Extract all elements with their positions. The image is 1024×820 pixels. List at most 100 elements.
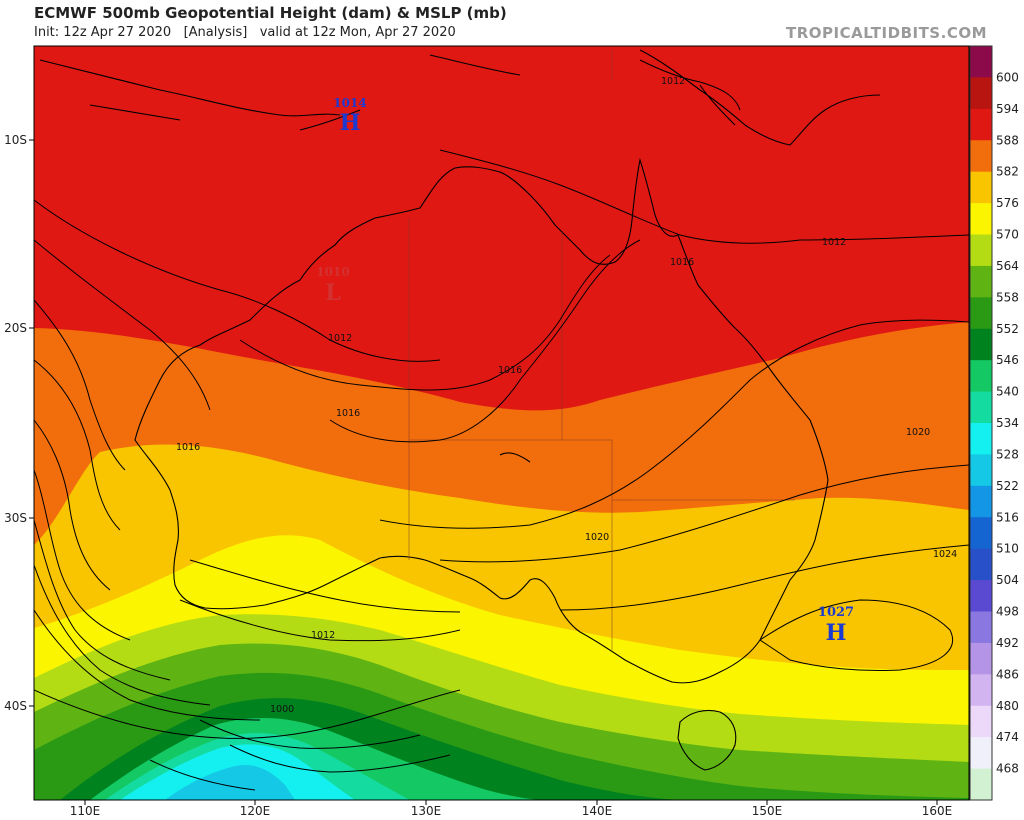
legend-swatch xyxy=(970,140,992,173)
tasmania-coast xyxy=(677,709,737,771)
legend-level-label: 486 xyxy=(996,667,1019,681)
isobar-label: 1012 xyxy=(822,237,846,248)
legend-swatch xyxy=(970,297,992,330)
legend-swatch xyxy=(970,454,992,487)
analysis-tag: [Analysis] xyxy=(183,25,248,40)
legend-level-label: 498 xyxy=(996,605,1019,619)
legend-swatch xyxy=(970,234,992,267)
pressure-type: H xyxy=(826,620,847,646)
isobar-label: 1000 xyxy=(270,704,294,715)
lat-label: 10S xyxy=(4,133,27,147)
legend-level-label: 552 xyxy=(996,322,1019,336)
australia-coast xyxy=(134,157,829,684)
lon-label: 120E xyxy=(240,804,271,818)
legend-level-label: 600 xyxy=(996,70,1019,84)
legend-level-label: 516 xyxy=(996,510,1019,524)
legend-level-label: 570 xyxy=(996,228,1019,242)
legend-swatch xyxy=(970,171,992,204)
high-center-north: 1014 H xyxy=(333,96,366,136)
legend-level-label: 540 xyxy=(996,385,1019,399)
legend-swatch xyxy=(970,768,992,801)
isobar-label: 1020 xyxy=(906,427,930,438)
lon-label: 110E xyxy=(70,804,101,818)
pressure-value: 1027 xyxy=(818,605,854,620)
lat-ticks xyxy=(29,139,34,707)
lon-label: 130E xyxy=(411,804,442,818)
legend-level-label: 522 xyxy=(996,479,1019,493)
legend-swatch xyxy=(970,611,992,644)
legend-level-label: 504 xyxy=(996,573,1019,587)
isobar-label: 1012 xyxy=(311,630,335,641)
pressure-type: L xyxy=(325,280,340,306)
isobar-label: 1016 xyxy=(498,365,522,376)
legend-level-label: 480 xyxy=(996,699,1019,713)
legend-frame xyxy=(969,45,993,801)
low-center: 1010 L xyxy=(316,265,349,306)
lon-labels: 110E 120E 130E 140E 150E 160E xyxy=(70,804,953,818)
lat-label: 40S xyxy=(4,699,27,713)
legend-swatch xyxy=(970,580,992,612)
isobar-label: 1020 xyxy=(585,532,609,543)
init-time: Init: 12z Apr 27 2020 xyxy=(34,25,172,40)
legend-swatch xyxy=(970,517,992,550)
isobars xyxy=(34,59,969,791)
lat-label: 30S xyxy=(4,511,27,525)
pressure-value: 1010 xyxy=(316,265,349,279)
legend-level-label: 558 xyxy=(996,290,1019,304)
isobar-label: 1016 xyxy=(336,408,360,419)
legend-swatch xyxy=(970,328,992,361)
legend-swatch xyxy=(970,737,992,770)
band-522 xyxy=(165,764,295,800)
lon-ticks xyxy=(84,800,938,805)
legend-swatch xyxy=(970,391,992,424)
isobar-labels: 1012 1012 1016 1012 1016 1016 1016 1020 … xyxy=(176,76,957,715)
lon-label: 160E xyxy=(922,804,953,818)
legend-level-label: 582 xyxy=(996,165,1019,179)
map-frame xyxy=(33,45,970,801)
valid-time: valid at 12z Mon, Apr 27 2020 xyxy=(259,25,456,40)
legend-level-label: 510 xyxy=(996,542,1019,556)
legend-swatch xyxy=(970,265,992,298)
lake-eyre xyxy=(499,452,531,463)
legend-level-label: 576 xyxy=(996,196,1019,210)
chart-subtitle: Init: 12z Apr 27 2020 [Analysis] valid a… xyxy=(34,25,456,40)
isobar-label: 1024 xyxy=(933,549,957,560)
legend-swatch xyxy=(970,77,992,110)
isobar-label: 1016 xyxy=(670,257,694,268)
lat-labels: 10S 20S 30S 40S xyxy=(4,133,27,713)
papua-coast xyxy=(639,49,881,146)
legend-swatch xyxy=(970,423,992,455)
legend-swatch xyxy=(970,642,992,675)
legend-level-label: 474 xyxy=(996,730,1019,744)
legend-level-label: 468 xyxy=(996,762,1019,776)
legend-level-label: 594 xyxy=(996,102,1019,116)
lon-label: 150E xyxy=(752,804,783,818)
legend-swatch xyxy=(970,674,992,707)
pressure-type: H xyxy=(340,110,361,136)
pressure-value: 1014 xyxy=(333,96,366,110)
legend-swatch xyxy=(970,360,992,393)
legend-swatch xyxy=(970,46,992,78)
lat-label: 20S xyxy=(4,321,27,335)
legend-level-label: 528 xyxy=(996,447,1019,461)
isobar-label: 1012 xyxy=(661,76,685,87)
indonesia-islands xyxy=(39,54,521,131)
legend-level-label: 588 xyxy=(996,133,1019,147)
coastlines xyxy=(39,49,881,771)
isobar-label: 1016 xyxy=(176,442,200,453)
legend-level-label: 564 xyxy=(996,259,1019,273)
legend-swatch xyxy=(970,548,992,581)
legend-swatch xyxy=(970,705,992,738)
legend-level-label: 492 xyxy=(996,636,1019,650)
legend-swatch xyxy=(970,108,992,141)
chart-title: ECMWF 500mb Geopotential Height (dam) & … xyxy=(34,4,507,22)
legend-swatch xyxy=(970,203,992,235)
legend-level-label: 534 xyxy=(996,416,1019,430)
lon-label: 140E xyxy=(582,804,613,818)
legend-level-label: 546 xyxy=(996,353,1019,367)
high-center-east: 1027 H xyxy=(818,605,854,646)
isobar-label: 1012 xyxy=(328,333,352,344)
brand-watermark: TROPICALTIDBITS.COM xyxy=(786,24,987,42)
